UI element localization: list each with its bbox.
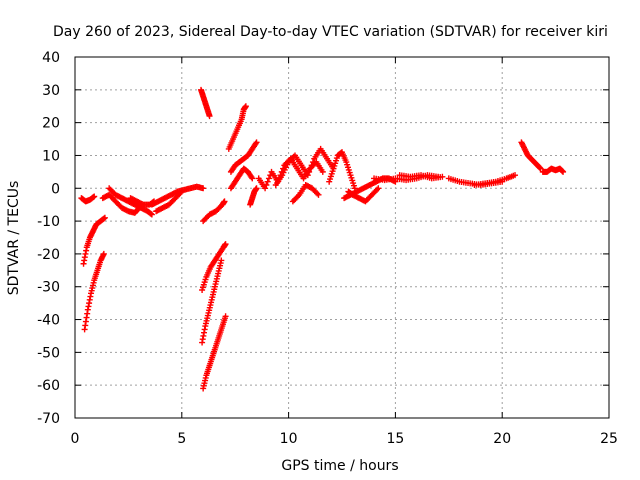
grid-lines bbox=[75, 57, 609, 418]
data-point bbox=[264, 178, 271, 185]
series-arc-flat-4 bbox=[471, 172, 519, 188]
data-points bbox=[78, 86, 567, 392]
series-arc-early-c bbox=[81, 250, 107, 333]
series-arc-dip-1 bbox=[200, 198, 228, 225]
y-tick-label: 30 bbox=[42, 83, 60, 99]
series-arc-late-2 bbox=[539, 165, 567, 175]
x-tick-label: 10 bbox=[280, 431, 298, 447]
y-tick-label: -20 bbox=[37, 247, 60, 263]
series-arc-dip-3 bbox=[199, 257, 225, 346]
data-point bbox=[537, 165, 544, 172]
data-point bbox=[315, 191, 322, 198]
data-point bbox=[218, 257, 225, 264]
data-point bbox=[304, 172, 311, 179]
y-tick-label: -10 bbox=[37, 214, 60, 230]
series-arc-dip-4 bbox=[200, 313, 229, 392]
data-point bbox=[265, 175, 272, 182]
y-axis-label: SDTVAR / TECUs bbox=[6, 181, 22, 296]
data-point bbox=[512, 172, 519, 179]
y-tick-label: -40 bbox=[37, 313, 60, 329]
data-point bbox=[200, 185, 207, 192]
data-point bbox=[221, 198, 228, 205]
data-point bbox=[263, 181, 270, 188]
data-point bbox=[101, 214, 108, 221]
x-tick-label: 5 bbox=[177, 431, 186, 447]
y-tick-labels: 40 30 20 10 0 -10 -20 -30 -40 -50 -60 -70 bbox=[37, 50, 60, 427]
series-arc-evening-1 bbox=[227, 139, 260, 175]
axis-ticks bbox=[74, 56, 610, 419]
series-arc-rise bbox=[225, 103, 249, 152]
series-arc-early-a bbox=[78, 193, 98, 205]
y-tick-label: -50 bbox=[37, 345, 60, 361]
x-tick-label: 20 bbox=[493, 431, 511, 447]
data-point bbox=[249, 175, 256, 182]
y-tick-label: -60 bbox=[37, 378, 60, 394]
x-tick-label: 15 bbox=[386, 431, 404, 447]
data-point bbox=[309, 159, 316, 166]
y-tick-label: 0 bbox=[51, 181, 60, 197]
data-point bbox=[222, 241, 229, 248]
data-point bbox=[319, 168, 326, 175]
data-point bbox=[306, 168, 313, 175]
series-arc-late-1 bbox=[518, 139, 544, 172]
x-tick-labels: 0 5 10 15 20 25 bbox=[71, 431, 618, 447]
series-arc-mid-2 bbox=[153, 188, 185, 215]
y-tick-label: 40 bbox=[42, 50, 60, 66]
series-arc-flat-2 bbox=[396, 172, 446, 182]
series-arc-scatter-3 bbox=[326, 149, 358, 192]
x-axis-label: GPS time / hours bbox=[281, 458, 398, 474]
data-point bbox=[253, 185, 260, 192]
series-arc-dip-2 bbox=[199, 241, 229, 294]
data-point bbox=[206, 113, 213, 120]
series-arc-scatter-4 bbox=[289, 181, 322, 205]
data-point bbox=[560, 168, 567, 175]
data-point bbox=[222, 313, 229, 320]
series-arc-morning-1 bbox=[99, 191, 143, 216]
y-tick-label: -70 bbox=[37, 411, 60, 427]
data-point bbox=[308, 162, 315, 169]
data-point bbox=[178, 188, 185, 195]
y-tick-label: 20 bbox=[42, 116, 60, 132]
y-tick-label: 10 bbox=[42, 148, 60, 164]
series-arc-spike-up bbox=[198, 86, 213, 120]
series-arc-evening-3 bbox=[247, 185, 260, 208]
series-arc-early-b bbox=[80, 214, 108, 267]
data-point bbox=[375, 185, 382, 192]
data-point bbox=[91, 193, 98, 200]
data-point bbox=[100, 250, 107, 257]
x-tick-label: 0 bbox=[71, 431, 80, 447]
series-arc-mid-1 bbox=[148, 183, 207, 208]
data-point bbox=[262, 185, 269, 192]
data-point bbox=[253, 139, 260, 146]
data-point bbox=[148, 211, 155, 218]
data-point bbox=[242, 103, 249, 110]
series-arc-morning-2 bbox=[106, 185, 155, 218]
data-point bbox=[307, 165, 314, 172]
x-tick-label: 25 bbox=[600, 431, 618, 447]
plot-frame bbox=[74, 56, 610, 419]
y-tick-label: -30 bbox=[37, 280, 60, 296]
data-point bbox=[439, 173, 446, 180]
chart-title: Day 260 of 2023, Sidereal Day-to-day VTE… bbox=[53, 24, 608, 40]
series-arc-evening-2 bbox=[227, 165, 256, 192]
